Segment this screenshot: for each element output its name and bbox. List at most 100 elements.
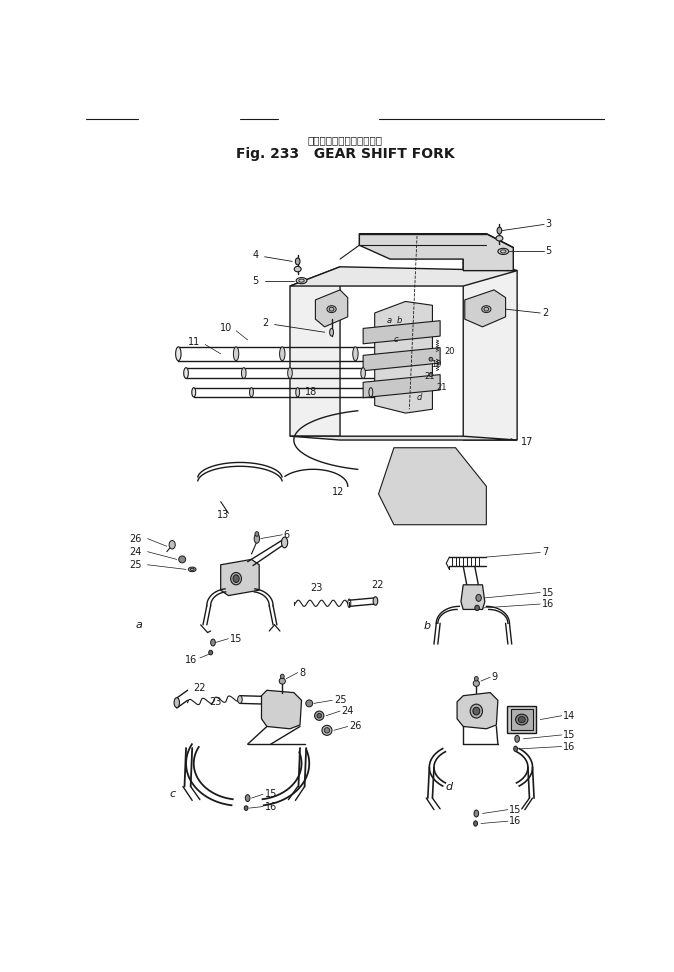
Text: 12: 12 bbox=[332, 487, 344, 498]
Polygon shape bbox=[290, 266, 517, 286]
Ellipse shape bbox=[280, 675, 284, 678]
Ellipse shape bbox=[209, 650, 212, 655]
Polygon shape bbox=[461, 585, 485, 609]
Ellipse shape bbox=[315, 712, 324, 720]
Ellipse shape bbox=[211, 639, 215, 646]
Text: c: c bbox=[394, 335, 398, 344]
Text: 4: 4 bbox=[252, 250, 258, 260]
Polygon shape bbox=[290, 436, 517, 440]
Ellipse shape bbox=[369, 388, 373, 397]
Ellipse shape bbox=[241, 367, 246, 378]
Text: 15: 15 bbox=[265, 789, 277, 799]
Ellipse shape bbox=[249, 388, 253, 397]
Polygon shape bbox=[379, 448, 487, 525]
Text: 15: 15 bbox=[510, 805, 522, 815]
Text: a: a bbox=[136, 620, 143, 630]
Text: 3: 3 bbox=[546, 220, 552, 229]
Ellipse shape bbox=[474, 820, 477, 826]
Polygon shape bbox=[359, 233, 514, 270]
Text: 5: 5 bbox=[546, 246, 552, 257]
Polygon shape bbox=[375, 301, 433, 413]
Text: 15: 15 bbox=[230, 634, 242, 643]
Ellipse shape bbox=[429, 372, 433, 376]
Text: 24: 24 bbox=[342, 706, 354, 716]
Text: 2: 2 bbox=[262, 318, 268, 328]
Ellipse shape bbox=[169, 540, 175, 549]
Text: 25: 25 bbox=[129, 560, 142, 570]
Ellipse shape bbox=[296, 388, 300, 397]
Ellipse shape bbox=[476, 595, 481, 602]
Text: d: d bbox=[417, 394, 423, 402]
Ellipse shape bbox=[295, 266, 301, 272]
Polygon shape bbox=[363, 374, 440, 398]
Ellipse shape bbox=[288, 367, 293, 378]
Polygon shape bbox=[262, 690, 301, 729]
Polygon shape bbox=[290, 266, 340, 436]
Text: 6: 6 bbox=[284, 530, 290, 539]
Text: 8: 8 bbox=[299, 668, 305, 677]
Text: 20: 20 bbox=[445, 347, 455, 356]
Text: 11: 11 bbox=[187, 337, 200, 347]
Text: 15: 15 bbox=[563, 730, 576, 740]
Text: 23: 23 bbox=[311, 583, 323, 593]
Ellipse shape bbox=[324, 728, 330, 733]
Text: 21: 21 bbox=[436, 383, 447, 392]
Polygon shape bbox=[463, 252, 517, 440]
Ellipse shape bbox=[245, 795, 250, 802]
Ellipse shape bbox=[373, 597, 377, 606]
Ellipse shape bbox=[518, 716, 525, 722]
Text: Fig. 233   GEAR SHIFT FORK: Fig. 233 GEAR SHIFT FORK bbox=[236, 147, 455, 160]
Polygon shape bbox=[457, 693, 498, 729]
Ellipse shape bbox=[231, 573, 241, 585]
Ellipse shape bbox=[470, 704, 483, 718]
Ellipse shape bbox=[322, 725, 332, 736]
Ellipse shape bbox=[474, 606, 479, 610]
Ellipse shape bbox=[327, 305, 336, 313]
Text: 7: 7 bbox=[542, 547, 548, 558]
Text: d: d bbox=[446, 781, 453, 791]
Ellipse shape bbox=[473, 708, 480, 715]
Polygon shape bbox=[363, 321, 440, 344]
Text: 16: 16 bbox=[563, 742, 576, 751]
Text: 5: 5 bbox=[252, 276, 258, 286]
Polygon shape bbox=[363, 348, 440, 370]
Text: a: a bbox=[386, 316, 392, 326]
Ellipse shape bbox=[497, 227, 501, 234]
Bar bbox=[511, 709, 532, 730]
Text: 17: 17 bbox=[521, 437, 533, 447]
Ellipse shape bbox=[176, 347, 181, 361]
Text: 16: 16 bbox=[185, 655, 197, 665]
Text: 18: 18 bbox=[305, 387, 317, 398]
Ellipse shape bbox=[279, 678, 285, 684]
Ellipse shape bbox=[254, 534, 259, 543]
Text: 25: 25 bbox=[334, 695, 346, 706]
Ellipse shape bbox=[474, 677, 479, 681]
Text: 21: 21 bbox=[425, 372, 435, 381]
Ellipse shape bbox=[514, 746, 518, 751]
Text: 23: 23 bbox=[209, 697, 222, 707]
Text: 16: 16 bbox=[542, 599, 554, 609]
Text: 15: 15 bbox=[542, 587, 554, 598]
Text: 16: 16 bbox=[265, 802, 277, 812]
Ellipse shape bbox=[496, 235, 503, 241]
Ellipse shape bbox=[179, 556, 185, 563]
Text: 19: 19 bbox=[431, 360, 441, 369]
Text: 10: 10 bbox=[220, 324, 233, 333]
Ellipse shape bbox=[361, 367, 365, 378]
Ellipse shape bbox=[473, 680, 479, 686]
Text: 14: 14 bbox=[563, 711, 576, 720]
Ellipse shape bbox=[282, 538, 288, 548]
Ellipse shape bbox=[429, 358, 433, 362]
Ellipse shape bbox=[192, 388, 195, 397]
Polygon shape bbox=[220, 560, 259, 596]
Ellipse shape bbox=[516, 714, 528, 725]
Ellipse shape bbox=[188, 567, 196, 572]
Ellipse shape bbox=[515, 736, 520, 743]
Ellipse shape bbox=[233, 347, 239, 361]
Ellipse shape bbox=[295, 258, 300, 264]
Ellipse shape bbox=[174, 698, 179, 708]
Text: 26: 26 bbox=[129, 534, 142, 543]
Ellipse shape bbox=[255, 532, 259, 537]
Text: ギヤー　シフト　フォーク: ギヤー シフト フォーク bbox=[308, 135, 383, 145]
Ellipse shape bbox=[280, 347, 285, 361]
